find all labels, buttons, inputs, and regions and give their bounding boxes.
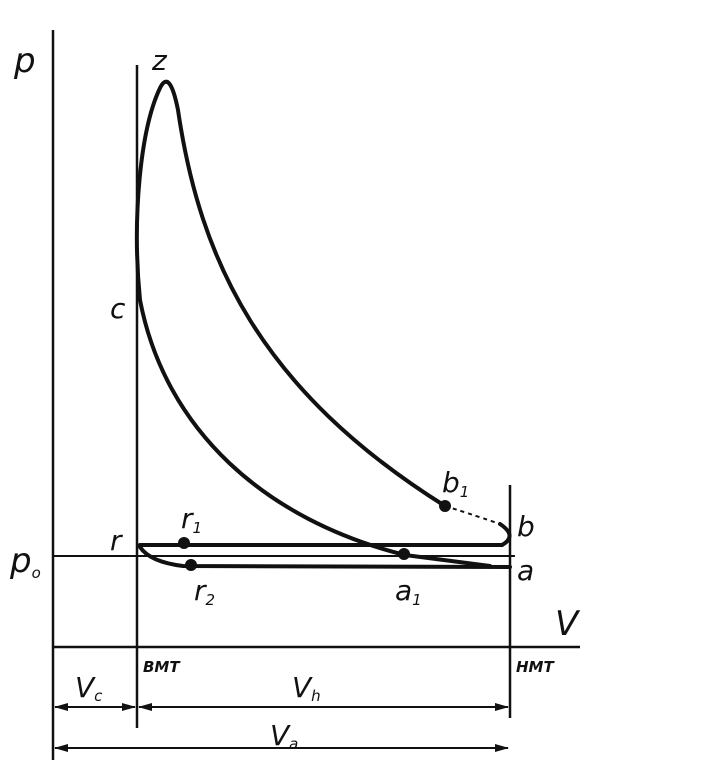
point-r1 <box>178 537 190 549</box>
gas-exchange-curve <box>138 545 512 569</box>
label-z: z <box>151 44 168 77</box>
exhaust-blowdown-curve <box>444 505 501 525</box>
tdc-marker: BMT <box>143 658 181 676</box>
label-r: r <box>110 524 123 557</box>
label-c: c <box>110 292 126 325</box>
p0-label: po <box>9 541 41 582</box>
p-axis-label: p <box>13 41 36 81</box>
label-a: a <box>517 554 534 587</box>
combustion-expansion-curve <box>134 79 447 508</box>
vc-label: Vc <box>75 671 103 705</box>
bdc-marker: HMT <box>516 658 555 676</box>
v-axis-label: V <box>555 604 581 644</box>
label-r1: r1 <box>181 502 202 537</box>
label-r2: r2 <box>194 574 215 609</box>
point-b1 <box>439 500 451 512</box>
exhaust-return-curve <box>498 522 512 547</box>
label-b1: b1 <box>442 466 469 501</box>
va-label: Va <box>270 719 298 753</box>
point-r2 <box>185 559 197 571</box>
label-a1: a1 <box>395 574 422 609</box>
label-b: b <box>517 510 535 543</box>
point-a1 <box>398 548 410 560</box>
vh-label: Vh <box>292 671 321 705</box>
